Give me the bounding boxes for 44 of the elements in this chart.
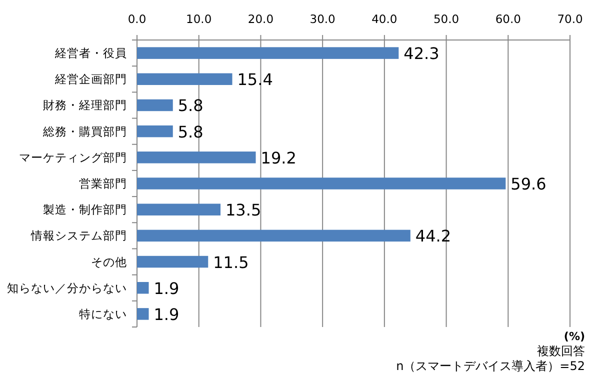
y-tick-label: 特にない bbox=[79, 306, 127, 321]
data-label: 44.2 bbox=[415, 226, 452, 246]
bar bbox=[137, 308, 149, 320]
text: (%) bbox=[564, 330, 585, 343]
bar bbox=[137, 73, 232, 86]
x-tick-label: 20.0 bbox=[248, 12, 274, 26]
y-tick-label: 営業部門 bbox=[79, 176, 127, 190]
x-tick-label: 30.0 bbox=[310, 12, 336, 26]
y-tick-label: 製造・制作部門 bbox=[43, 202, 127, 217]
bar bbox=[137, 282, 149, 294]
data-label: 5.8 bbox=[178, 96, 204, 116]
data-label: 15.4 bbox=[237, 70, 273, 90]
bar bbox=[137, 256, 208, 268]
y-tick-label: 財務・経理部門 bbox=[43, 98, 127, 112]
x-tick-label: 60.0 bbox=[495, 12, 521, 26]
bar bbox=[137, 152, 256, 164]
data-label: 19.2 bbox=[260, 148, 296, 168]
bar bbox=[137, 47, 399, 59]
bar bbox=[137, 178, 506, 190]
x-tick-label: 40.0 bbox=[372, 12, 398, 26]
x-tick-label: 50.0 bbox=[433, 12, 460, 26]
y-tick-label: マーケティング部門 bbox=[19, 150, 127, 164]
text: n（スマートデバイス導入者）=52 bbox=[396, 359, 585, 373]
data-label: 13.5 bbox=[226, 200, 262, 220]
bar bbox=[137, 204, 221, 216]
y-tick-label: 情報システム部門 bbox=[30, 228, 127, 243]
text: 複数回答 bbox=[537, 344, 585, 358]
y-tick-label: 知らない／分からない bbox=[7, 280, 127, 295]
y-tick-label: 経営者・役員 bbox=[54, 46, 127, 60]
data-label: 1.9 bbox=[154, 278, 180, 298]
data-label: 59.6 bbox=[510, 174, 546, 194]
bar bbox=[137, 99, 173, 112]
x-tick-label: 0.0 bbox=[128, 12, 146, 26]
data-label: 11.5 bbox=[213, 252, 249, 272]
data-label: 42.3 bbox=[404, 44, 440, 64]
bar bbox=[137, 125, 173, 138]
y-tick-label: 総務・購買部門 bbox=[42, 124, 127, 138]
data-label: 1.9 bbox=[154, 304, 180, 324]
y-tick-label: その他 bbox=[91, 254, 127, 269]
bar bbox=[137, 230, 410, 242]
y-tick-label: 経営企画部門 bbox=[54, 72, 127, 86]
x-tick-label: 70.0 bbox=[557, 12, 583, 26]
x-tick-label: 10.0 bbox=[186, 12, 212, 26]
data-label: 5.8 bbox=[178, 122, 204, 142]
